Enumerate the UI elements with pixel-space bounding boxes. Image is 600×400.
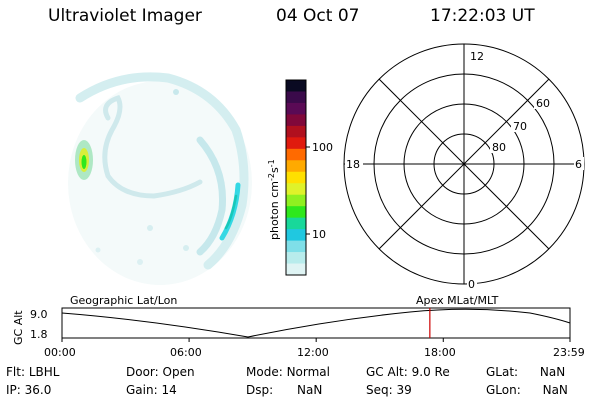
label-bg (467, 49, 485, 62)
dawn-emission-peak (224, 194, 238, 230)
colorbar-cell (286, 137, 306, 150)
tick-label: 12:00 (297, 346, 329, 359)
speckle (147, 225, 153, 231)
observation-time: 17:22:03 UT (430, 6, 535, 26)
mlt-label-12: 12 (470, 50, 484, 63)
speckle (173, 89, 179, 95)
y-label-max: 9.0 (30, 308, 48, 321)
info-mode: Mode: Normal (246, 365, 330, 379)
info-ip: IP: 36.0 (6, 383, 52, 397)
lat-label-60: 60 (536, 97, 550, 110)
colorbar-cell (286, 183, 306, 196)
dusk-emission-peak (81, 155, 87, 169)
polar-diagonal-b (378, 78, 550, 250)
y-label-min: 1.8 (30, 328, 48, 341)
tick-label: 23:59 (553, 346, 585, 359)
mlt-label-18: 18 (346, 158, 360, 171)
colorbar-frame (285, 79, 307, 276)
colorbar-cell (286, 194, 306, 207)
colorbar-label-10: 10 (312, 228, 326, 241)
info-seq: Seq: 39 (366, 383, 412, 397)
speckle (137, 259, 143, 265)
info-filter: Flt: LBHL (6, 365, 60, 379)
info-glat: GLat: NaN (486, 365, 566, 379)
auroral-oval-inner (196, 136, 227, 256)
lat-label-70: 70 (513, 120, 527, 133)
tick-label: 06:00 (170, 346, 202, 359)
colorbar-cell (286, 91, 306, 104)
earth-disk (68, 81, 252, 285)
timeline-left-title: Geographic Lat/Lon (70, 294, 177, 307)
colorbar-cell (286, 160, 306, 173)
polar-grid (343, 43, 585, 285)
colorbar-cell (286, 171, 306, 184)
colorbar-cell (286, 263, 306, 276)
colorbar-cell (286, 217, 306, 230)
lat-label-80: 80 (492, 141, 506, 154)
label-bg (534, 96, 554, 109)
colorbar-cell (286, 102, 306, 115)
colorbar-cell (286, 229, 306, 242)
label-bg (345, 157, 363, 170)
label-bg (490, 140, 510, 153)
timeline-ticks (61, 338, 571, 342)
instrument-title: Ultraviolet Imager (48, 6, 202, 26)
orbit-timeline: Geographic Lat/Lon Apex MLat/MLT 9.0 1.8… (12, 294, 571, 345)
info-gain: Gain: 14 (126, 383, 177, 397)
tick-label: 00:00 (44, 346, 76, 359)
timeline-frame (61, 307, 571, 339)
colorbar-cell (286, 148, 306, 161)
label-bg (574, 157, 584, 170)
label-bg (467, 277, 477, 290)
info-glon: GLon: NaN (486, 383, 568, 397)
colorbar: 100 10 photon cm-2s-1 (267, 79, 333, 276)
mlt-label-0: 0 (468, 278, 475, 291)
colorbar-cell (286, 80, 306, 92)
colorbar-cell (286, 206, 306, 219)
mlt-label-6: 6 (575, 158, 582, 171)
colorbar-cell (286, 114, 306, 127)
info-dsp: Dsp: NaN (246, 383, 323, 397)
auroral-oval-outer (75, 72, 249, 270)
label-bg (511, 119, 531, 132)
colorbar-unit: photon cm-2s-1 (267, 159, 281, 240)
altitude-curve (61, 308, 571, 338)
colorbar-cell (286, 252, 306, 265)
colorbar-label-100: 100 (312, 141, 333, 154)
auroral-image (68, 72, 252, 285)
info-gc-alt: GC Alt: 9.0 Re (366, 365, 450, 379)
speckle (95, 247, 101, 253)
y-axis-label: GC Alt (12, 310, 25, 345)
speckle (183, 245, 189, 251)
observation-date: 04 Oct 07 (276, 6, 360, 26)
timeline-right-title: Apex MLat/MLT (416, 294, 499, 307)
info-door: Door: Open (126, 365, 195, 379)
tick-label: 18:00 (424, 346, 456, 359)
auroral-arc (102, 94, 203, 199)
colorbar-cell (286, 240, 306, 253)
colorbar-cell (286, 125, 306, 138)
colorbar-cells (286, 80, 306, 276)
